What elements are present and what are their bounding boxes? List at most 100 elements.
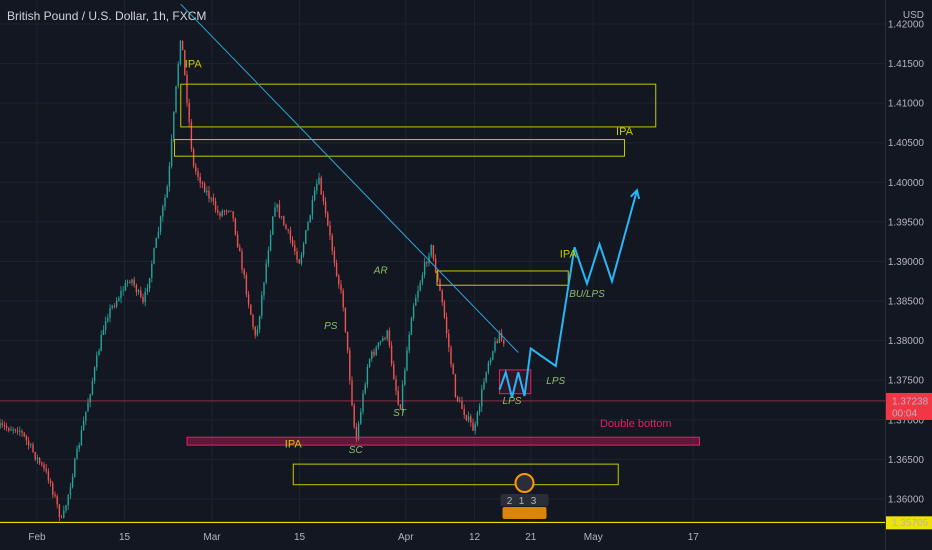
y-unit-label: USD bbox=[903, 10, 924, 21]
countdown-value: 00:04 bbox=[892, 408, 917, 419]
candle-body bbox=[186, 74, 188, 104]
candle-body bbox=[60, 517, 63, 518]
candle-body bbox=[373, 351, 375, 356]
candle-body bbox=[338, 275, 340, 285]
candle-body bbox=[467, 416, 470, 421]
candle-body bbox=[335, 263, 338, 276]
candle-body bbox=[280, 216, 283, 218]
candle-body bbox=[91, 380, 94, 395]
candle-body bbox=[82, 420, 85, 431]
ipa-label-2: IPA bbox=[616, 126, 634, 138]
ipa-label-1: IPA bbox=[185, 59, 203, 71]
candle-body bbox=[34, 452, 36, 460]
candle-body bbox=[256, 329, 259, 336]
y-tick-label: 1.40500 bbox=[888, 138, 925, 149]
candle-body bbox=[432, 245, 435, 259]
candle-body bbox=[263, 282, 265, 296]
x-tick-label: 15 bbox=[294, 532, 306, 543]
candle-body bbox=[135, 285, 138, 293]
candle-body bbox=[399, 404, 402, 409]
candle-body bbox=[305, 230, 307, 244]
candle-body bbox=[241, 251, 243, 270]
candle-body bbox=[67, 494, 69, 506]
ipa-zone-2 bbox=[174, 139, 625, 157]
candle-body bbox=[285, 224, 287, 230]
candle-body bbox=[93, 367, 96, 381]
candle-body bbox=[329, 225, 331, 236]
projection-arrowhead bbox=[630, 188, 641, 200]
y-tick-label: 1.42000 bbox=[888, 20, 925, 31]
candle-body bbox=[311, 199, 314, 216]
y-tick-label: 1.37500 bbox=[888, 376, 925, 387]
candle-body bbox=[258, 315, 261, 330]
candle-body bbox=[76, 448, 78, 459]
candle-body bbox=[63, 510, 65, 518]
chart-title: British Pound / U.S. Dollar, 1h, FXCM bbox=[7, 9, 207, 23]
candle-body bbox=[179, 40, 182, 64]
candle-body bbox=[404, 370, 406, 385]
candle-body bbox=[309, 215, 311, 223]
candle-body bbox=[113, 305, 116, 307]
candle-body bbox=[417, 290, 419, 298]
candle-body bbox=[410, 317, 413, 335]
candle-body bbox=[313, 190, 316, 200]
candle-body bbox=[441, 290, 443, 303]
candle-body bbox=[210, 197, 212, 199]
candle-body bbox=[153, 248, 155, 264]
candle-body bbox=[351, 380, 353, 406]
candle-body bbox=[461, 400, 463, 410]
candle-body bbox=[5, 426, 8, 429]
candle-body bbox=[357, 423, 360, 440]
x-tick-label: Feb bbox=[28, 532, 46, 543]
event-marker-count: 2 bbox=[507, 496, 513, 507]
candle-body bbox=[267, 250, 270, 264]
candle-body bbox=[478, 406, 481, 413]
candle-body bbox=[1, 423, 3, 426]
candle-body bbox=[85, 411, 87, 421]
candle-body bbox=[412, 305, 415, 318]
candle-body bbox=[406, 350, 408, 371]
candle-body bbox=[140, 290, 142, 297]
candle-body bbox=[426, 262, 428, 264]
candle-body bbox=[487, 362, 490, 373]
event-marker-count: 3 bbox=[531, 496, 537, 507]
label-bu-lps: BU/LPS bbox=[569, 289, 605, 300]
candle-body bbox=[0, 423, 1, 428]
candle-body bbox=[430, 245, 432, 256]
y-tick-label: 1.36000 bbox=[888, 494, 925, 505]
candle-body bbox=[289, 230, 292, 240]
candle-body bbox=[197, 171, 199, 177]
candle-body bbox=[472, 422, 474, 431]
candle-body bbox=[155, 237, 157, 249]
candle-body bbox=[98, 350, 100, 356]
candle-body bbox=[492, 351, 494, 360]
candle-body bbox=[481, 389, 483, 407]
candle-body bbox=[307, 222, 309, 231]
candle-body bbox=[300, 255, 303, 264]
label-lps: LPS bbox=[546, 376, 565, 387]
candle-body bbox=[239, 246, 241, 252]
x-tick-label: Mar bbox=[203, 532, 221, 543]
candle-body bbox=[371, 351, 373, 360]
candle-body bbox=[78, 445, 80, 449]
candle-body bbox=[43, 464, 45, 469]
candle-body bbox=[100, 334, 102, 351]
double-bottom-zone bbox=[186, 436, 700, 446]
candle-body bbox=[483, 381, 485, 390]
candle-body bbox=[296, 251, 298, 260]
label-lps: LPS bbox=[503, 396, 522, 407]
candle-body bbox=[87, 402, 89, 412]
candle-body bbox=[96, 355, 98, 368]
candle-body bbox=[223, 210, 226, 212]
candle-body bbox=[324, 201, 327, 214]
x-tick-label: 15 bbox=[119, 532, 131, 543]
candle-body bbox=[142, 296, 144, 303]
candle-body bbox=[164, 197, 166, 207]
candle-body bbox=[175, 86, 177, 113]
x-tick-label: May bbox=[584, 532, 603, 543]
candle-body bbox=[247, 294, 250, 305]
candle-body bbox=[199, 176, 201, 184]
